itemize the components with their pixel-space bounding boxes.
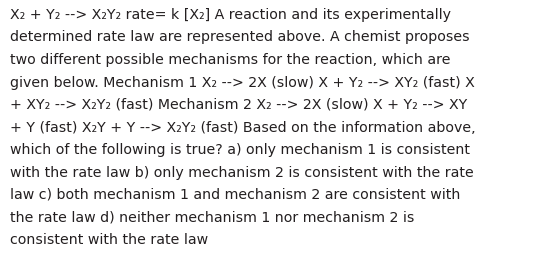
Text: law c) both mechanism 1 and mechanism 2 are consistent with: law c) both mechanism 1 and mechanism 2 … <box>10 188 460 202</box>
Text: + XY₂ --> X₂Y₂ (fast) Mechanism 2 X₂ --> 2X (slow) X + Y₂ --> XY: + XY₂ --> X₂Y₂ (fast) Mechanism 2 X₂ -->… <box>10 98 467 112</box>
Text: given below. Mechanism 1 X₂ --> 2X (slow) X + Y₂ --> XY₂ (fast) X: given below. Mechanism 1 X₂ --> 2X (slow… <box>10 76 475 89</box>
Text: two different possible mechanisms for the reaction, which are: two different possible mechanisms for th… <box>10 53 450 67</box>
Text: consistent with the rate law: consistent with the rate law <box>10 233 208 247</box>
Text: the rate law d) neither mechanism 1 nor mechanism 2 is: the rate law d) neither mechanism 1 nor … <box>10 211 415 224</box>
Text: determined rate law are represented above. A chemist proposes: determined rate law are represented abov… <box>10 30 470 45</box>
Text: + Y (fast) X₂Y + Y --> X₂Y₂ (fast) Based on the information above,: + Y (fast) X₂Y + Y --> X₂Y₂ (fast) Based… <box>10 120 475 134</box>
Text: X₂ + Y₂ --> X₂Y₂ rate= k [X₂] A reaction and its experimentally: X₂ + Y₂ --> X₂Y₂ rate= k [X₂] A reaction… <box>10 8 451 22</box>
Text: which of the following is true? a) only mechanism 1 is consistent: which of the following is true? a) only … <box>10 143 470 157</box>
Text: with the rate law b) only mechanism 2 is consistent with the rate: with the rate law b) only mechanism 2 is… <box>10 165 474 180</box>
